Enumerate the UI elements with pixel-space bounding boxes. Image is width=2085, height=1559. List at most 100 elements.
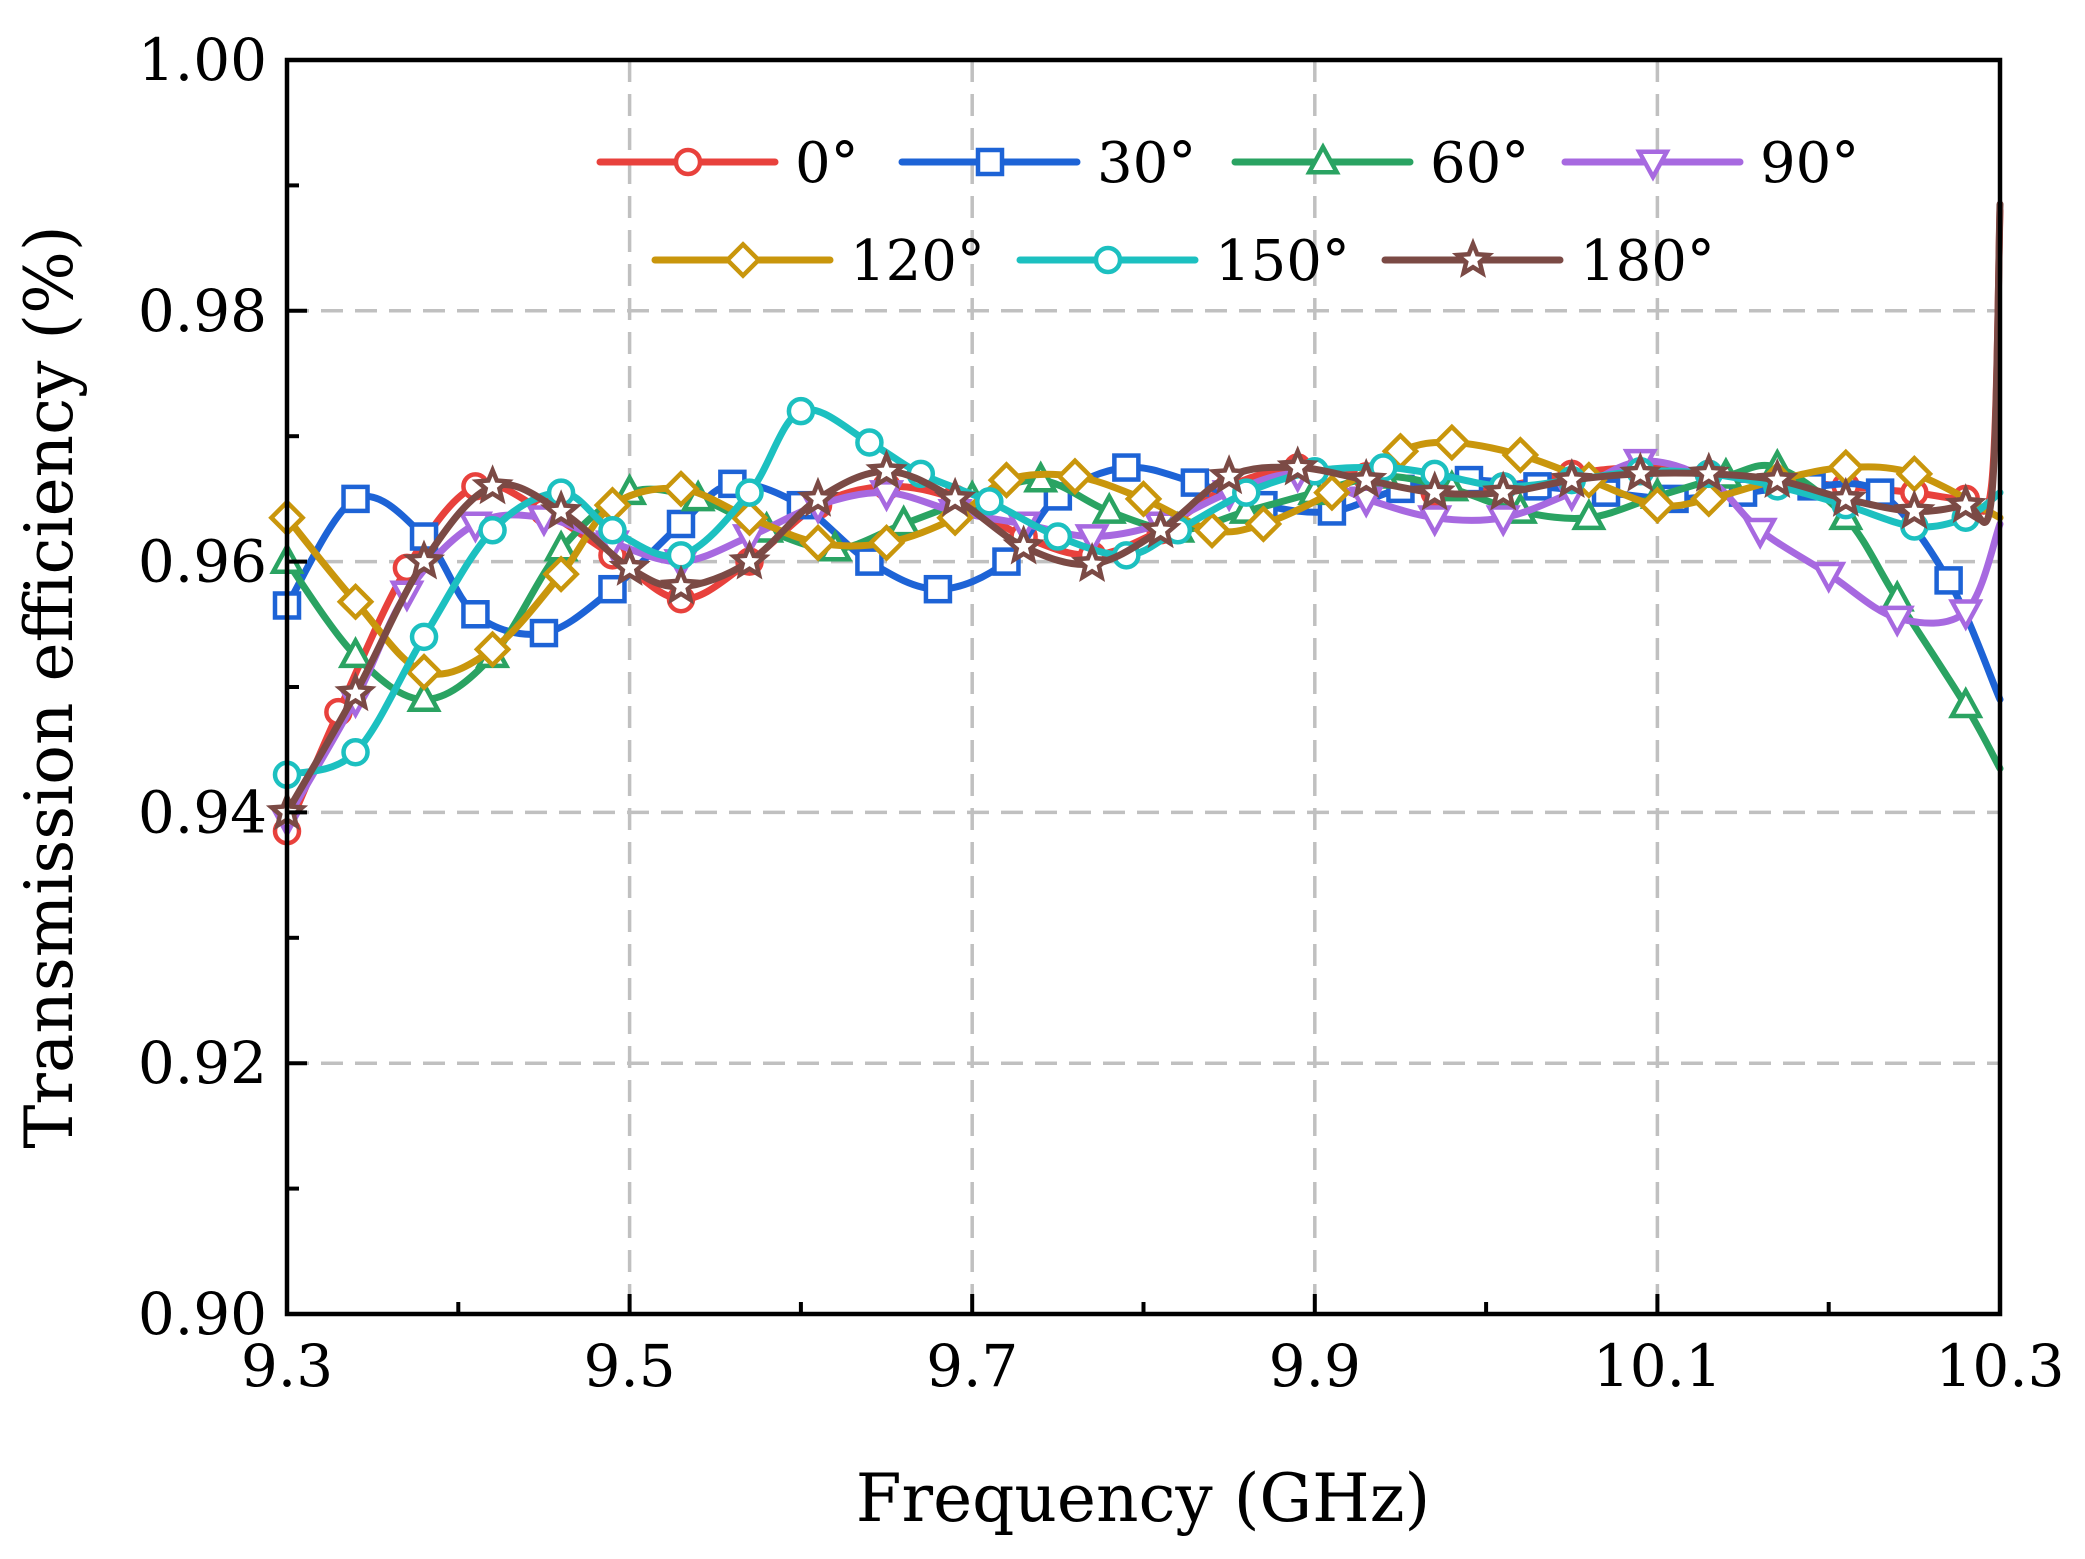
legend-item: 60° <box>1231 131 1529 196</box>
data-point <box>334 671 377 712</box>
legend-marker <box>1305 142 1341 175</box>
x-tick-label: 9.7 <box>926 1332 1018 1400</box>
legend-marker <box>673 147 703 177</box>
legend-label: 150° <box>1215 229 1350 294</box>
data-point <box>1865 478 1895 507</box>
data-point <box>786 396 816 426</box>
legend-item: 150° <box>1016 229 1350 294</box>
y-tick-label: 1.00 <box>138 26 267 94</box>
data-point <box>402 539 446 580</box>
series-6 <box>265 200 2004 831</box>
y-tick-label: 0.96 <box>138 528 267 596</box>
data-point <box>728 539 771 580</box>
x-tick-label: 9.3 <box>241 1332 333 1400</box>
x-tick-label: 10.1 <box>1593 1332 1722 1400</box>
data-point <box>730 498 769 537</box>
data-point <box>1879 605 1915 638</box>
legend-item: 0° <box>596 131 859 196</box>
data-point <box>1433 423 1471 462</box>
data-point <box>1091 491 1127 524</box>
data-point <box>405 653 443 691</box>
y-tick-label: 0.92 <box>138 1029 267 1097</box>
data-point <box>540 489 583 530</box>
data-point <box>409 622 439 652</box>
data-point <box>542 555 580 593</box>
data-point <box>1485 505 1521 538</box>
data-point <box>1112 453 1141 482</box>
data-point <box>529 618 559 648</box>
legend-marker <box>1635 149 1671 182</box>
data-point <box>1550 457 1593 499</box>
series-0 <box>272 207 2004 846</box>
legend-item: 90° <box>1561 131 1859 196</box>
data-point <box>855 547 884 576</box>
x-tick-label: 9.5 <box>583 1332 675 1400</box>
data-point <box>868 480 905 513</box>
data-point <box>1638 486 1677 524</box>
data-point <box>341 484 370 514</box>
data-point <box>1948 686 1984 719</box>
data-point <box>1824 476 1867 517</box>
legend-label: 0° <box>795 131 859 196</box>
data-point <box>799 524 837 562</box>
data-point <box>855 428 884 457</box>
plot-frame <box>284 57 2003 1317</box>
data-point <box>473 630 512 669</box>
data-point <box>1811 561 1847 594</box>
data-point <box>1244 505 1283 543</box>
x-tick-label: 9.9 <box>1269 1332 1361 1400</box>
y-tick-label: 0.90 <box>138 1280 267 1348</box>
series-4 <box>268 423 2004 691</box>
data-point <box>1056 457 1094 496</box>
data-point <box>865 449 908 490</box>
data-point <box>1070 541 1114 583</box>
data-point <box>735 478 764 507</box>
legend-marker <box>975 147 1005 177</box>
x-axis-title: Frequency (GHz) <box>856 1460 1431 1537</box>
data-point <box>1742 517 1778 550</box>
legend-item: 30° <box>898 131 1196 196</box>
legend-label: 60° <box>1430 131 1529 196</box>
data-point <box>598 516 627 545</box>
data-point <box>471 464 514 505</box>
legend: 0° 30° 60° 90° 120° 150° 180° <box>596 131 1859 294</box>
data-point <box>461 600 490 629</box>
legend-item: 180° <box>1381 229 1715 294</box>
data-point <box>337 635 374 669</box>
data-point <box>886 504 922 537</box>
data-point <box>1571 498 1607 531</box>
data-point <box>1893 489 1936 530</box>
data-point <box>1228 491 1264 524</box>
data-point <box>608 545 651 586</box>
data-point <box>1501 436 1540 474</box>
legend-label: 30° <box>1097 131 1196 196</box>
data-point <box>406 679 442 712</box>
data-point <box>336 582 375 621</box>
grid-layer <box>287 60 2000 1314</box>
data-point <box>934 476 977 517</box>
data-point <box>987 461 1026 499</box>
data-point <box>666 509 696 539</box>
data-point <box>1619 451 1662 492</box>
legend-item: 120° <box>651 229 985 294</box>
data-point <box>1208 454 1251 495</box>
x-tick-label: 10.3 <box>1935 1332 2064 1400</box>
axis-layer: 9.3 9.5 9.7 9.9 10.1 10.3 0.90 0.92 0.94 0.96 0.98… <box>138 26 2065 1400</box>
y-tick-label: 0.94 <box>138 778 267 846</box>
data-point <box>666 541 696 570</box>
data-point <box>1756 457 1799 499</box>
data-point <box>1345 457 1388 499</box>
data-point <box>1313 473 1351 512</box>
data-point <box>1690 480 1728 518</box>
data-point <box>1944 483 1987 524</box>
legend-label: 90° <box>1760 131 1859 196</box>
data-point <box>1687 451 1730 492</box>
data-point <box>1482 470 1525 511</box>
data-point <box>478 516 507 545</box>
data-point <box>1934 566 1963 595</box>
data-point <box>1074 524 1110 557</box>
data-point <box>923 574 953 604</box>
data-point <box>1417 505 1453 538</box>
legend-label: 120° <box>850 229 985 294</box>
